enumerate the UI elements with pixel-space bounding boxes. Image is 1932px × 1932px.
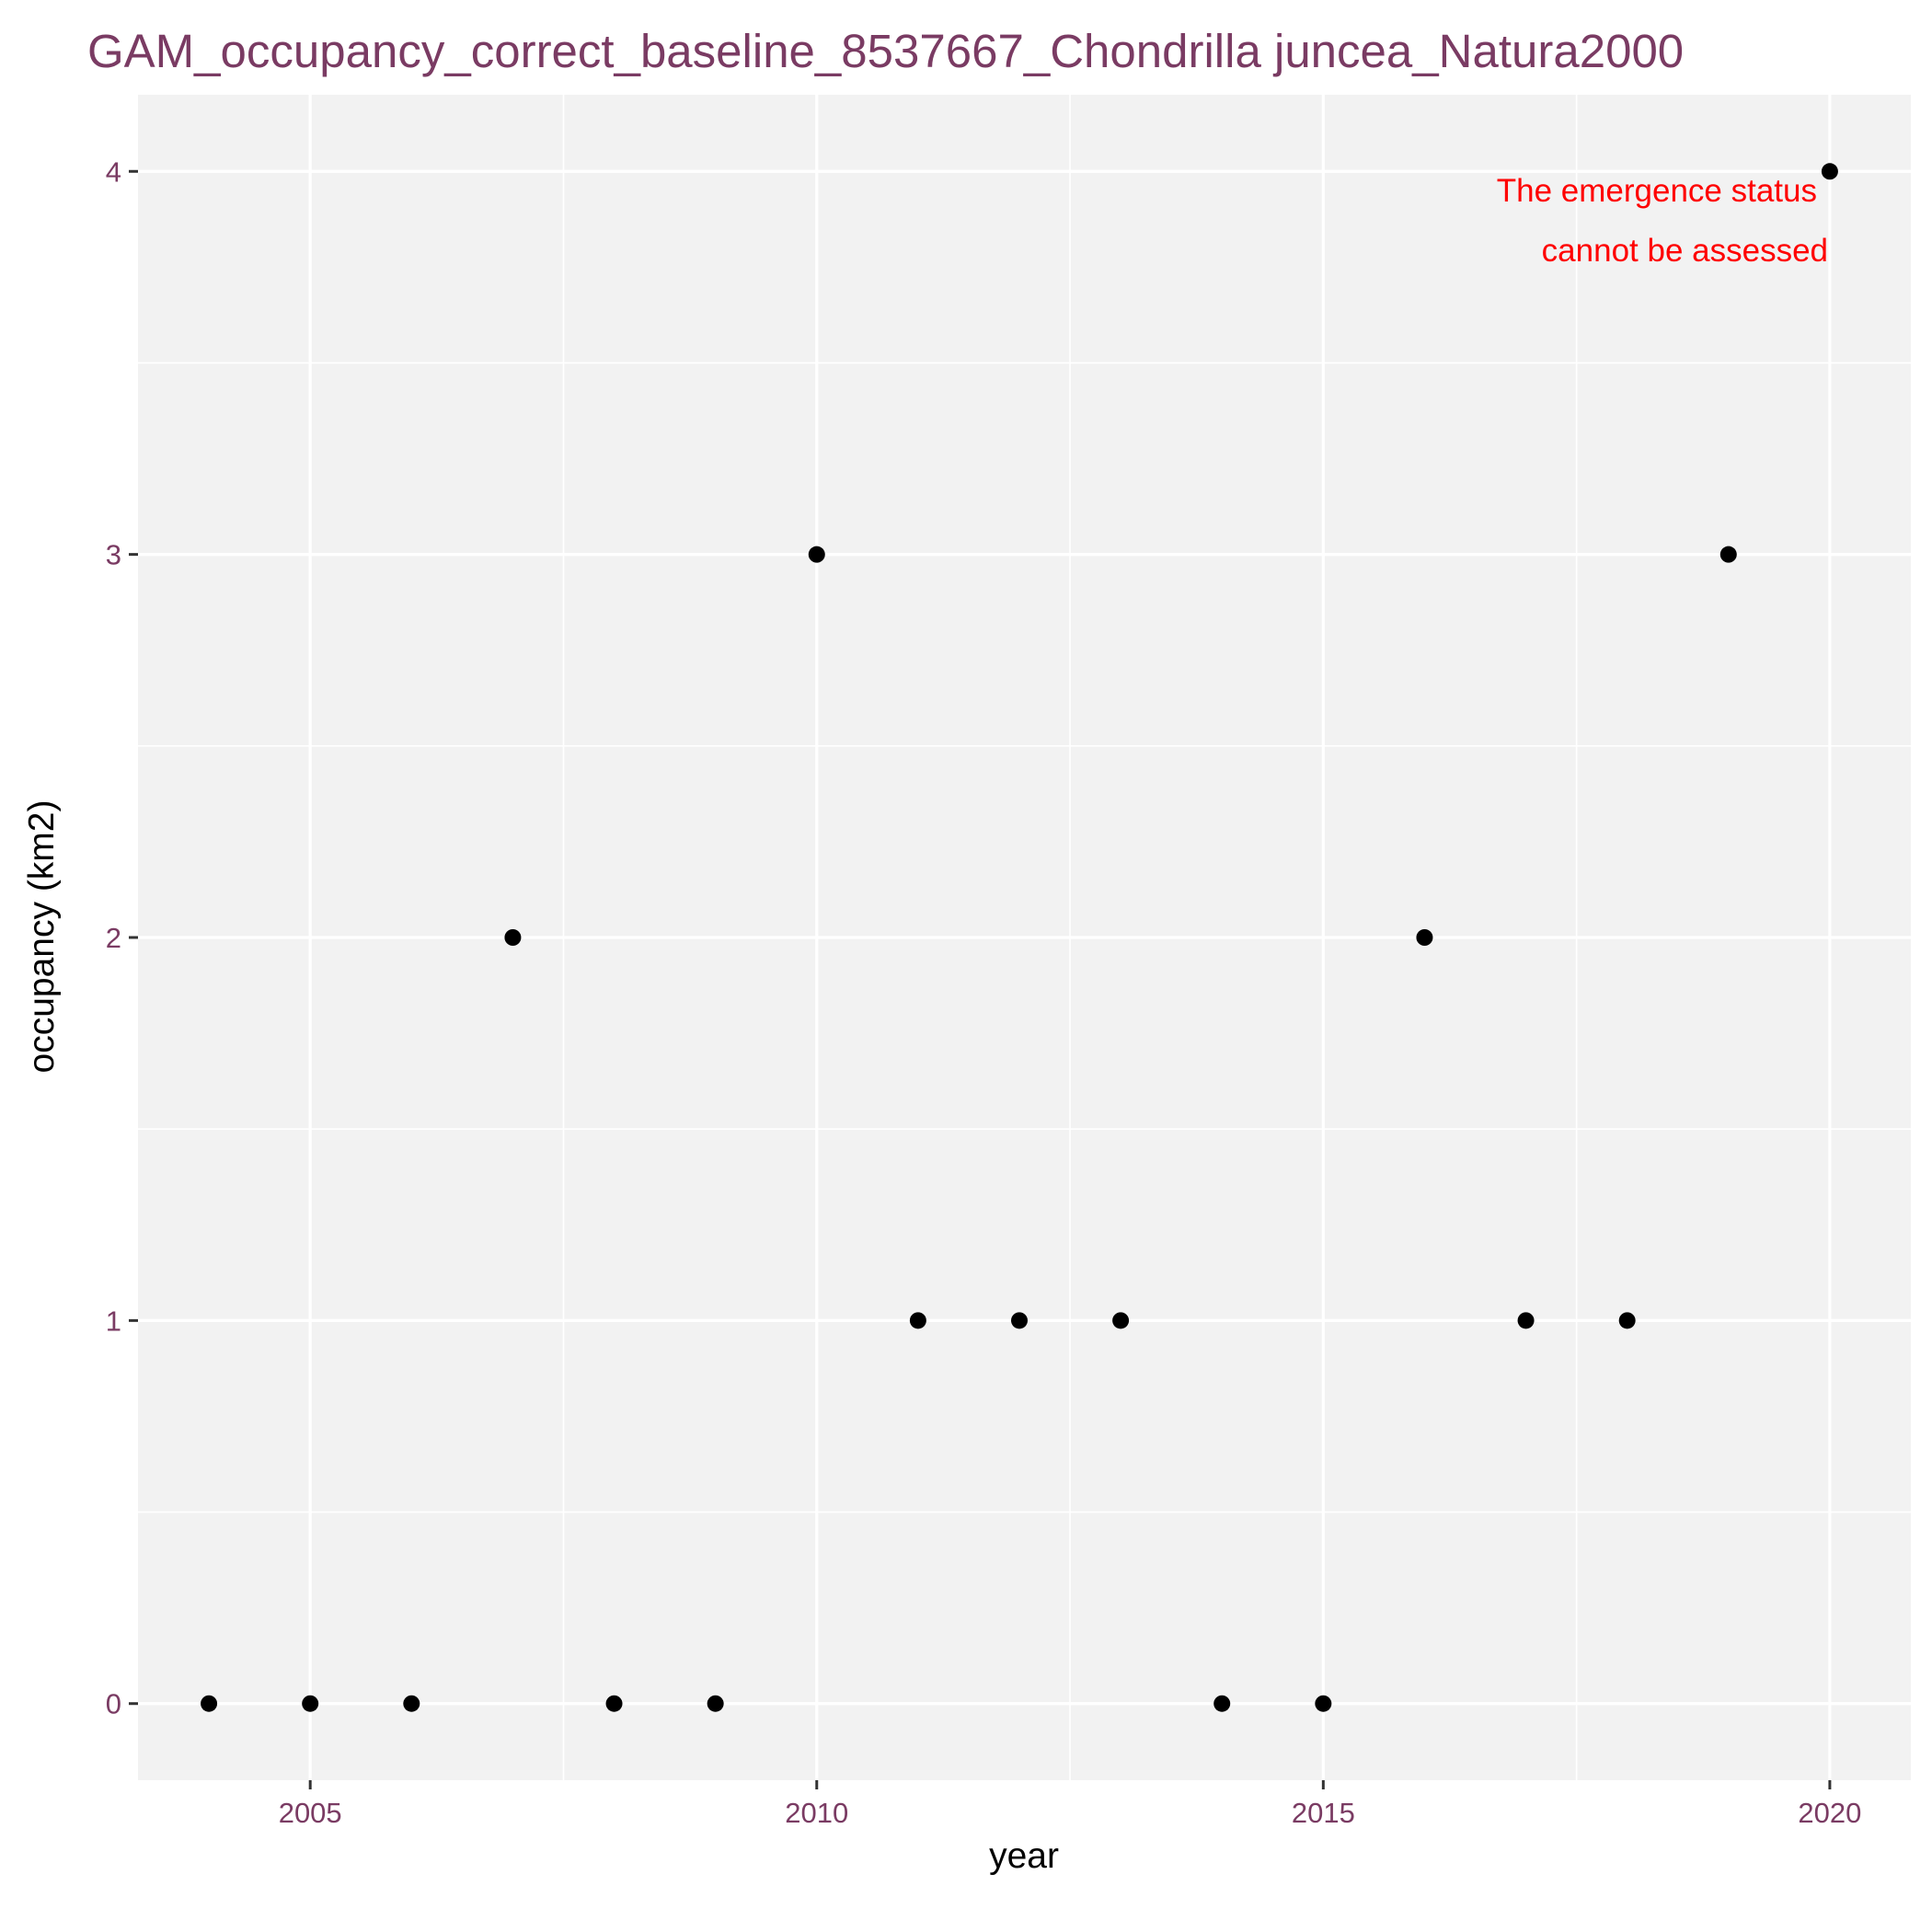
chart-title: GAM_occupancy_correct_baseline_8537667_C… — [87, 25, 1684, 77]
data-point — [302, 1695, 319, 1712]
grid-lines — [138, 95, 1911, 1780]
data-point — [504, 929, 522, 946]
data-point — [808, 546, 825, 563]
data-point — [605, 1695, 623, 1712]
data-point — [201, 1695, 218, 1712]
y-tick-label: 2 — [106, 922, 121, 954]
x-tick-label: 2020 — [1798, 1797, 1861, 1829]
data-point — [707, 1695, 724, 1712]
data-points — [201, 163, 1838, 1712]
data-point — [1213, 1695, 1231, 1712]
data-point — [1315, 1695, 1332, 1712]
data-point — [1821, 163, 1838, 180]
y-tick-label: 4 — [106, 155, 121, 188]
data-point — [1416, 929, 1433, 946]
y-axis-title: occupancy (km2) — [22, 800, 62, 1074]
data-point — [1517, 1312, 1535, 1329]
y-tick-label: 3 — [106, 539, 121, 571]
x-tick-label: 2015 — [1292, 1797, 1355, 1829]
x-axis-title: year — [989, 1836, 1059, 1876]
x-tick-label: 2005 — [279, 1797, 342, 1829]
data-point — [1719, 546, 1737, 563]
data-point — [1112, 1312, 1130, 1329]
x-tick-label: 2010 — [785, 1797, 848, 1829]
data-point — [1010, 1312, 1028, 1329]
data-point — [1618, 1312, 1636, 1329]
annotation-line-1: The emergence status — [1497, 173, 1817, 209]
data-point — [909, 1312, 926, 1329]
axis-ticks: 2005 2010 2015 2020 0 1 2 3 4 — [106, 155, 1862, 1829]
y-tick-label: 0 — [106, 1688, 121, 1720]
y-tick-label: 1 — [106, 1305, 121, 1337]
data-point — [403, 1695, 420, 1712]
annotation-line-2: cannot be assessed — [1542, 233, 1828, 269]
